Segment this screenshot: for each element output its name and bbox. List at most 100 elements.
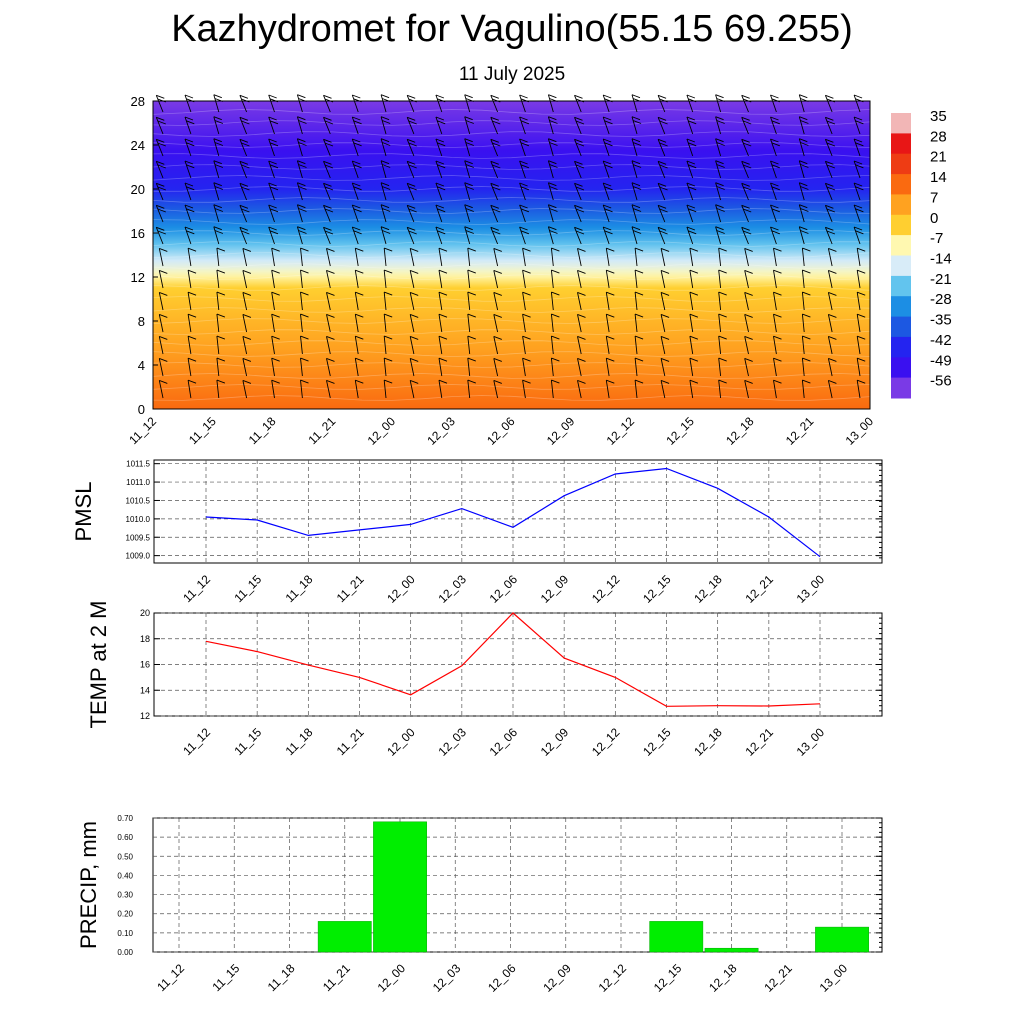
pmsl-xtick-label: 12_09: [538, 572, 572, 606]
heatmap-ytick-label: 16: [131, 226, 145, 241]
precip-ytick-label: 0.40: [117, 871, 133, 880]
colorbar-cell: [891, 235, 911, 256]
colorbar-label: 7: [930, 189, 938, 206]
colorbar-cell: [891, 194, 911, 216]
heatmap-ytick-label: 0: [138, 402, 145, 417]
page-title: Kazhydromet for Vagulino(55.15 69.255): [171, 8, 853, 50]
heatmap-ytick-label: 12: [131, 270, 145, 285]
precip-xtick-label: 11_18: [265, 961, 298, 994]
temp2m-xtick-label: 12_15: [640, 725, 674, 759]
precip-xtick-label: 11_12: [154, 961, 187, 994]
precip-xtick-label: 12_18: [706, 961, 740, 995]
page-subtitle: 11 July 2025: [458, 64, 566, 85]
temp2m-grid: [154, 612, 882, 717]
precip-bar: [649, 921, 704, 953]
temp2m-ytick-label: 14: [140, 685, 150, 695]
pmsl-xtick-label: 12_21: [742, 572, 776, 606]
precip-xtick-label: 12_15: [651, 961, 685, 995]
pmsl-ytick-label: 1009.5: [126, 533, 151, 542]
temp2m-ytick-label: 16: [140, 660, 150, 670]
pmsl-xtick-label: 11_21: [334, 572, 367, 605]
colorbar-label: -7: [930, 230, 943, 247]
heatmap-xtick-label: 12_12: [604, 414, 638, 448]
pmsl-xtick-label: 11_18: [283, 572, 316, 605]
colorbar-cell: [891, 316, 911, 338]
pmsl-xtick-label: 11_12: [180, 572, 213, 605]
colorbar-label: 35: [930, 108, 947, 125]
temp2m-series-line: [205, 612, 821, 707]
precip-xtick-label: 11_15: [210, 961, 243, 994]
colorbar-cell: [891, 357, 911, 379]
heatmap-ytick-label: 28: [131, 94, 145, 109]
heatmap-xtick-label: 12_00: [365, 414, 399, 448]
precip-xtick-label: 13_00: [817, 961, 851, 995]
temp2m-xtick-label: 11_15: [231, 725, 264, 758]
temp2m-ylabel: TEMP at 2 M: [86, 601, 111, 729]
pmsl-xtick-label: 12_18: [691, 572, 725, 606]
heatmap-frame: [152, 100, 871, 410]
colorbar-label: -28: [930, 291, 952, 308]
colorbar-label: -21: [930, 271, 952, 288]
precip-ytick-label: 0.30: [117, 891, 133, 900]
heatmap-xtick-label: 11_15: [186, 414, 219, 447]
colorbar-label: -14: [930, 251, 952, 268]
pmsl-xtick-label: 13_00: [794, 572, 828, 606]
temp2m-xtick-label: 12_03: [435, 725, 469, 759]
temp2m-xtick-label: 12_06: [487, 725, 521, 759]
pmsl-series-line: [205, 467, 821, 558]
pmsl-ytick-label: 1011.5: [126, 460, 150, 469]
heatmap-xtick-label: 12_06: [484, 414, 518, 448]
pmsl-xtick-label: 12_15: [640, 572, 674, 606]
precip-ytick-label: 0.70: [117, 814, 133, 823]
precip-ytick-label: 0.10: [117, 929, 133, 938]
temp2m-xtick-label: 13_00: [794, 725, 828, 759]
precip-bar: [704, 947, 759, 953]
colorbar-label: -56: [930, 373, 952, 390]
heatmap-xtick-label: 12_18: [723, 414, 757, 448]
contour-lines: [152, 109, 871, 401]
colorbar-cell: [891, 296, 911, 318]
precip-xtick-label: 11_21: [320, 961, 353, 994]
precip-grid: [153, 817, 882, 953]
colorbar-label: 14: [930, 169, 947, 186]
heatmap-xtick-label: 12_21: [783, 414, 817, 448]
pmsl-frame: [153, 459, 883, 564]
heatmap-ytick-label: 24: [131, 138, 145, 153]
colorbar-cell: [891, 153, 911, 175]
precip-xtick-label: 12_12: [596, 961, 630, 995]
colorbar-cell: [891, 336, 911, 358]
colorbar-label: -42: [930, 332, 952, 349]
heatmap-xtick-label: 12_15: [663, 414, 697, 448]
precip-ylabel: PRECIP, mm: [76, 821, 101, 949]
temp2m-xtick-label: 11_21: [334, 725, 367, 758]
pmsl-grid: [154, 460, 882, 563]
precip-frame: [152, 817, 883, 953]
heatmap-ytick-label: 20: [131, 182, 145, 197]
heatmap-ytick-label: 4: [138, 358, 145, 373]
temp2m-xtick-label: 11_12: [180, 725, 213, 758]
wind-barbs: [155, 94, 866, 399]
colorbar-cell: [891, 133, 911, 155]
pmsl-ytick-label: 1010.0: [126, 515, 151, 524]
precip-xtick-label: 12_03: [430, 961, 464, 995]
precip-bar: [815, 926, 869, 953]
precip-xtick-label: 12_21: [761, 961, 795, 995]
temp2m-xtick-label: 12_18: [691, 725, 725, 759]
colorbar-label: 0: [930, 210, 938, 227]
colorbar-cell: [891, 275, 911, 297]
heatmap-xtick-label: 12_09: [544, 414, 578, 448]
colorbar-label: 21: [930, 149, 947, 166]
precip-ytick-label: 0.60: [117, 833, 133, 842]
colorbar-label: -35: [930, 312, 952, 329]
pmsl-xtick-label: 12_00: [384, 572, 418, 606]
colorbar-cell: [891, 255, 911, 277]
pmsl-ytick-label: 1009.0: [126, 552, 151, 561]
precip-ytick-label: 0.50: [117, 852, 133, 861]
temp2m-xtick-label: 12_09: [538, 725, 572, 759]
precip-xtick-label: 12_09: [540, 961, 574, 995]
pmsl-ytick-label: 1011.0: [126, 478, 150, 487]
temp2m-xtick-label: 12_00: [384, 725, 418, 759]
pmsl-xtick-label: 12_03: [435, 572, 469, 606]
colorbar-label: 28: [930, 128, 947, 145]
